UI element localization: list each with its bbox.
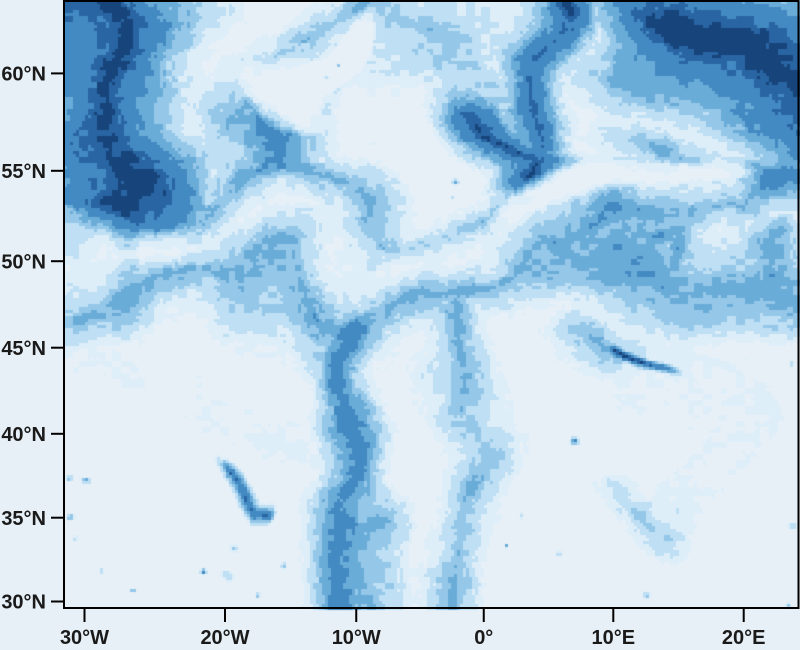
svg-text:50°N: 50°N [1,251,46,273]
svg-text:10°E: 10°E [592,627,636,649]
svg-text:20°W: 20°W [200,627,249,649]
svg-text:10°W: 10°W [332,627,381,649]
svg-text:20°E: 20°E [722,627,766,649]
svg-text:45°N: 45°N [1,338,46,360]
svg-text:0°: 0° [474,627,493,649]
svg-text:30°N: 30°N [1,592,46,614]
svg-text:30°W: 30°W [60,627,109,649]
svg-text:60°N: 60°N [1,64,46,86]
svg-text:40°N: 40°N [1,424,46,446]
svg-text:55°N: 55°N [1,161,46,183]
svg-text:35°N: 35°N [1,508,46,530]
